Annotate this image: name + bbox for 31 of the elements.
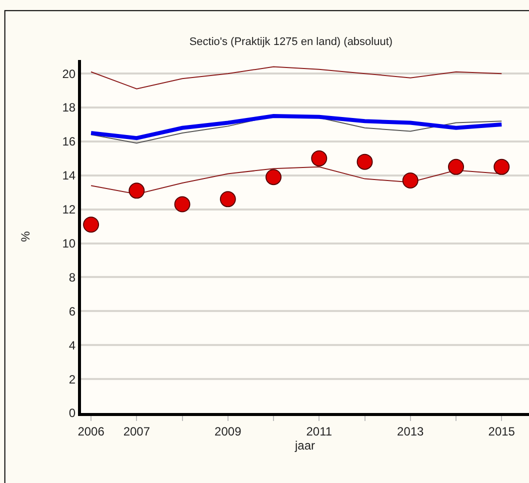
point — [128, 182, 145, 199]
point — [494, 158, 510, 175]
point — [174, 196, 190, 212]
y-tick-label: 20 — [62, 66, 76, 81]
y-tick-label: 2 — [68, 372, 76, 386]
point — [356, 154, 373, 170]
y-tick-label: 8 — [68, 270, 76, 284]
point — [311, 150, 328, 166]
x-tick-label: 2015 — [488, 424, 516, 438]
chart-title: Sectio's (Praktijk 1275 en land) (absoluut) — [189, 36, 393, 48]
x-tick-label: 2009 — [214, 424, 242, 438]
y-tick-label: 6 — [68, 304, 76, 318]
y-tick-label: 18 — [62, 100, 76, 115]
y-tick-label: 12 — [62, 202, 76, 217]
x-tick-label: 2007 — [123, 424, 150, 438]
point — [402, 172, 418, 188]
x-tick-label: 2013 — [397, 424, 424, 438]
x-axis-title: jaar — [294, 438, 316, 452]
point — [448, 158, 464, 175]
y-tick-label: 4 — [68, 338, 76, 352]
point — [220, 191, 236, 208]
y-tick-label: 16 — [62, 134, 76, 149]
line-series — [90, 66, 502, 90]
x-tick-label: 2006 — [78, 424, 105, 438]
y-tick-label: 10 — [62, 236, 76, 250]
y-tick-label: 14 — [62, 168, 76, 183]
point — [83, 216, 100, 233]
y-axis-title: % — [18, 230, 33, 242]
point — [266, 169, 282, 186]
y-tick-label: 0 — [68, 406, 76, 420]
x-tick-label: 2011 — [306, 424, 332, 438]
